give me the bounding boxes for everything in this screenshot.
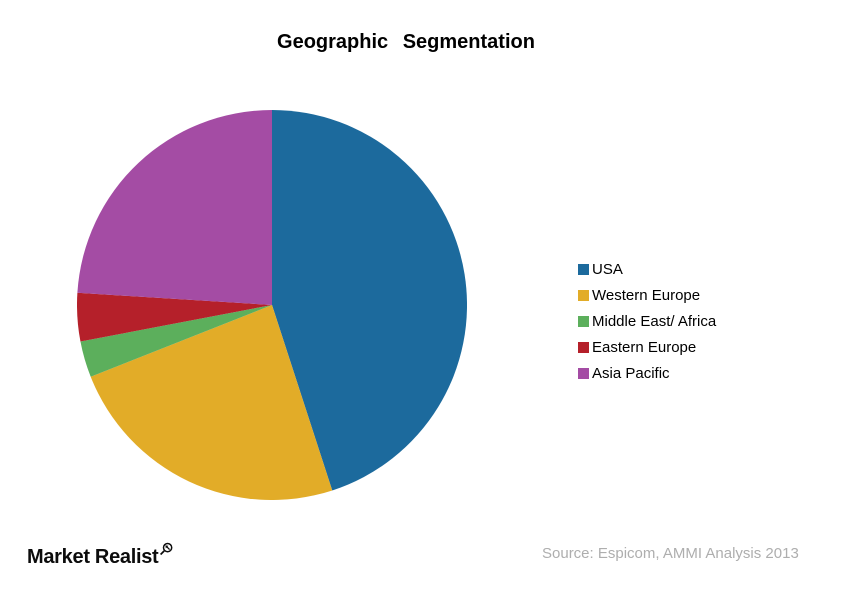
legend-swatch — [578, 289, 589, 301]
legend-item: Middle East/ Africa — [578, 308, 716, 334]
legend-label: Eastern Europe — [592, 338, 697, 356]
chart-title: Geographic Segmentation — [277, 31, 535, 53]
source-text: Source: Espicom, AMMI Analysis 2013 — [542, 545, 799, 562]
legend-item: Western Europe — [578, 282, 716, 308]
legend-label: Middle East/ Africa — [592, 312, 717, 330]
legend-label: USA — [592, 260, 623, 278]
pie-slice-eastern-europe — [77, 292, 272, 342]
pie-chart — [77, 110, 467, 500]
pie-slice-middle-east-africa — [80, 305, 272, 377]
legend-label: Asia Pacific — [592, 364, 670, 382]
pie-slice-western-europe — [90, 305, 333, 500]
legend-label: Western Europe — [592, 286, 701, 304]
brand-logo: Market Realist — [27, 542, 174, 569]
legend-swatch — [578, 315, 589, 327]
legend-swatch — [578, 367, 589, 379]
legend: USA Western Europe Middle East/ Africa East… — [578, 256, 716, 386]
pie-slice-asia-pacific — [77, 110, 272, 305]
brand-text: Market Realist — [27, 546, 159, 568]
legend-item: Eastern Europe — [578, 334, 716, 360]
search-icon — [159, 542, 174, 562]
legend-item: USA — [578, 256, 716, 282]
pie-slice-usa — [272, 110, 467, 491]
legend-item: Asia Pacific — [578, 360, 716, 386]
legend-swatch — [578, 263, 589, 275]
legend-swatch — [578, 341, 589, 353]
